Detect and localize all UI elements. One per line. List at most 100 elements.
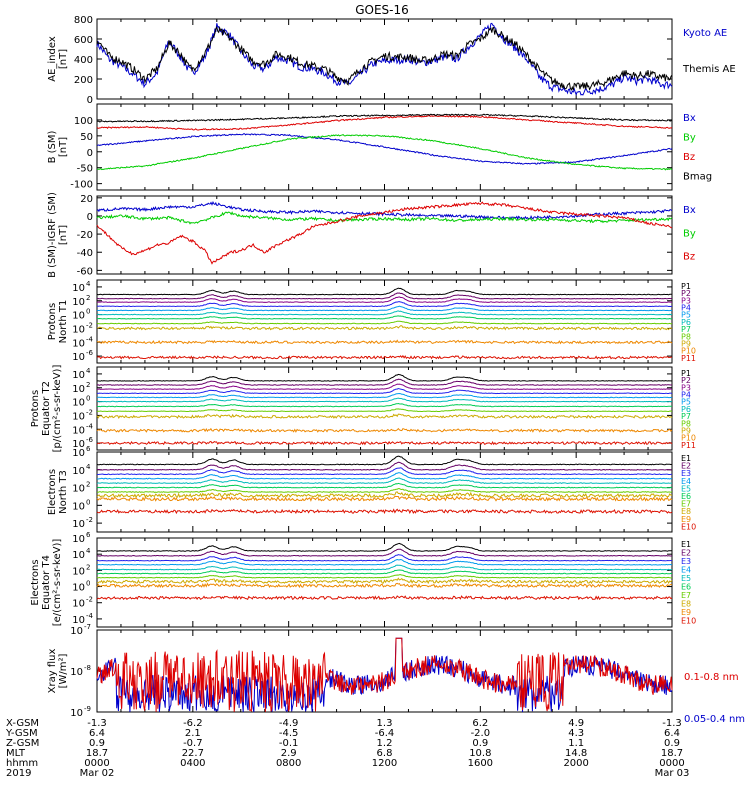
x-axis-value: -1.3 xyxy=(662,718,682,729)
x-axis-row-label: hhmm xyxy=(6,758,38,769)
y-tick-label: 50 xyxy=(80,132,93,143)
channel-line xyxy=(96,402,673,408)
y-tick-exponent: -8 xyxy=(84,664,91,672)
legend-entry: P8 xyxy=(681,332,691,341)
channel-line xyxy=(96,315,673,320)
panel-bsm: B (SM) [nT] -100 -50 0 50 100 Bx By Bz Bmag xyxy=(47,103,712,191)
y-tick-label: 10 xyxy=(72,439,85,450)
channel-line xyxy=(96,287,672,296)
x-axis-value: 2000 xyxy=(563,758,588,769)
y-tick-label: -50 xyxy=(77,164,93,175)
legend-entry: E10 xyxy=(681,522,696,531)
x-axis-row-label: Z-GSM xyxy=(6,738,39,749)
legend-entry: E8 xyxy=(681,600,691,609)
legend-entry: E8 xyxy=(681,507,691,516)
y-tick-label: 10 xyxy=(72,370,85,381)
y-tick-exponent: -2 xyxy=(86,408,93,416)
series-line-bz xyxy=(96,201,673,265)
y-tick-label: 10 xyxy=(72,448,85,459)
legend-entry: P2 xyxy=(681,289,691,298)
legend-entry: P10 xyxy=(681,434,696,443)
channel-line xyxy=(96,305,673,312)
y-tick-label: -60 xyxy=(77,266,93,277)
y-axis-label: B (SM)-IGRF (SM) xyxy=(47,192,58,278)
y-tick-label: 10 xyxy=(72,501,85,512)
legend-entry: E4 xyxy=(681,566,691,575)
channel-line xyxy=(96,495,673,502)
y-axis-label: [W/m²] xyxy=(58,653,69,688)
y-tick-label: 10 xyxy=(72,324,85,335)
legend-entry: P6 xyxy=(681,318,691,327)
y-tick-label: 0 xyxy=(87,212,93,223)
channel-line xyxy=(96,455,673,466)
y-tick-label: 10 xyxy=(70,708,83,719)
y-tick-exponent: 2 xyxy=(86,563,90,571)
channel-line xyxy=(96,427,673,433)
legend-entry: E1 xyxy=(681,540,691,549)
legend-entry: By xyxy=(683,228,696,239)
legend-entry: P7 xyxy=(681,325,691,334)
y-axis-label: [e/(cm²-s-sr-keV)] xyxy=(52,539,63,627)
channel-line xyxy=(96,482,673,489)
y-tick-exponent: 0 xyxy=(86,498,90,506)
y-tick-exponent: 4 xyxy=(86,463,91,471)
legend-entry: E6 xyxy=(681,492,691,501)
legend-entry: Kyoto AE xyxy=(683,28,727,39)
y-axis-label: North T3 xyxy=(58,470,69,514)
channel-line xyxy=(96,569,673,575)
x-axis-value: 18.7 xyxy=(86,748,108,759)
y-tick-label: 400 xyxy=(74,55,93,66)
x-axis-value: 1.2 xyxy=(377,738,393,749)
channel-line xyxy=(96,467,673,476)
x-axis-value: 1.3 xyxy=(377,718,393,729)
legend-entry: Bz xyxy=(683,152,695,163)
y-axis-label: [nT] xyxy=(58,49,69,69)
channel-line xyxy=(96,408,673,413)
channel-line xyxy=(96,339,673,345)
channel-line xyxy=(96,574,673,579)
legend-entry: E2 xyxy=(681,549,691,558)
y-tick-exponent: -2 xyxy=(86,321,93,329)
x-axis-value: 2.1 xyxy=(185,728,201,739)
y-tick-exponent: 0 xyxy=(86,395,90,403)
x-axis-row-label: MLT xyxy=(6,748,26,759)
x-axis-row-label: X-GSM xyxy=(6,718,39,729)
x-axis-value: 0.9 xyxy=(472,738,488,749)
x-axis-value: 0000 xyxy=(84,758,109,769)
y-tick-label: -40 xyxy=(77,248,93,259)
channel-line xyxy=(96,582,673,589)
channel-line xyxy=(96,310,672,316)
legend-entry: 0.1-0.8 nm xyxy=(684,672,739,683)
series-line-bz xyxy=(96,115,673,131)
x-axis-value: 4.9 xyxy=(568,718,584,729)
x-axis-value: 2.9 xyxy=(281,748,297,759)
y-axis-label: AE_index xyxy=(47,36,58,82)
y-axis-label: [nT] xyxy=(58,137,69,157)
y-tick-label: 10 xyxy=(72,519,85,530)
legend-entry: P11 xyxy=(681,441,696,450)
series-line-themis-ae xyxy=(96,25,673,91)
channel-line xyxy=(96,595,673,601)
x-axis-value: 6.4 xyxy=(664,728,680,739)
legend-entry: E3 xyxy=(681,469,691,478)
y-tick-label: 10 xyxy=(72,297,85,308)
panel-ae: AE_index [nT] 0 200 400 600 800 Kyoto AE Themis … xyxy=(47,15,736,106)
y-axis-label: North T1 xyxy=(58,300,69,344)
legend-entry: E4 xyxy=(681,477,691,486)
x-axis-value: -6.2 xyxy=(183,718,203,729)
y-tick-label: 10 xyxy=(72,384,85,395)
y-axis-label: [nT] xyxy=(58,225,69,245)
y-axis-label: Protons xyxy=(30,390,41,427)
y-tick-label: 10 xyxy=(72,534,85,545)
y-tick-label: 10 xyxy=(70,667,83,678)
y-tick-exponent: 2 xyxy=(86,481,90,489)
channel-line xyxy=(97,373,673,382)
y-tick-label: 20 xyxy=(80,194,93,205)
legend-entry: E5 xyxy=(681,484,691,493)
x-axis-value: -6.4 xyxy=(375,728,395,739)
series-line-by xyxy=(96,134,673,171)
channel-line xyxy=(96,296,672,303)
